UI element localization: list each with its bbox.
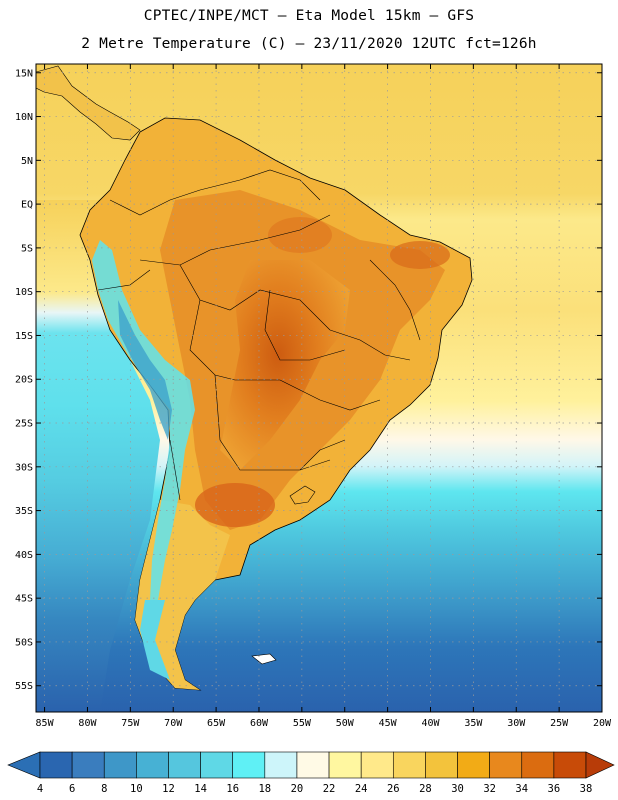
colorbar-swatch [168, 751, 201, 779]
lat-label: 35S [15, 506, 33, 517]
lat-label: 30S [15, 462, 33, 473]
falkland-islands [251, 653, 277, 665]
uruguay [289, 485, 316, 505]
latitude-axis: 15N 10N 5N EQ 5S 10S 15S 20S 25S 30S 35S 40S 45S 50S 5… [15, 68, 602, 692]
colorbar-label: 4 [37, 783, 43, 795]
colorbar-under-arrow [7, 751, 41, 779]
lat-label: 45S [15, 594, 33, 605]
hot-patagonia-north [195, 483, 275, 527]
lat-label: 10S [15, 287, 33, 298]
colorbar-swatch [521, 751, 555, 779]
colorbar-label: 38 [580, 783, 593, 795]
map-frame [35, 63, 603, 713]
colorbar-swatch [264, 751, 298, 779]
patagonia-andes-cold [140, 600, 170, 680]
colorbar-label: 12 [162, 783, 175, 795]
lon-label: 45W [379, 718, 398, 729]
colorbar-label: 30 [451, 783, 464, 795]
lon-label: 80W [78, 718, 97, 729]
hot-core [220, 260, 350, 470]
lon-label: 65W [207, 718, 226, 729]
colorbar-swatch [553, 751, 587, 779]
colorbar-label: 10 [130, 783, 143, 795]
colorbar-swatch [232, 751, 266, 779]
lat-label: 15S [15, 331, 33, 342]
lat-label: 10N [15, 112, 33, 123]
andes-cold-band [92, 240, 195, 600]
lon-label: 50W [336, 718, 355, 729]
lat-label: 5S [21, 243, 33, 254]
lat-label: 55S [15, 681, 33, 692]
lon-label: 70W [164, 718, 183, 729]
lon-label: 30W [507, 718, 526, 729]
colorbar-swatch [103, 751, 137, 779]
lon-label: 85W [36, 718, 55, 729]
colorbar-label: 24 [355, 783, 368, 795]
colorbar-label: 8 [101, 783, 107, 795]
lon-label: 40W [421, 718, 440, 729]
longitude-axis: 85W 80W 75W 70W 65W 60W 55W 50W 45W 40W 35W 30W 25W 2… [36, 64, 612, 729]
lon-label: 75W [121, 718, 140, 729]
colorbar-swatch [71, 751, 105, 779]
colorbar-swatch [457, 751, 490, 779]
colorbar-swatch [392, 751, 426, 779]
colorbar-label: 6 [69, 783, 75, 795]
andes-coldest [118, 300, 172, 440]
colorbar-label: 14 [194, 783, 207, 795]
colorbar-label: 26 [387, 783, 400, 795]
colorbar-label: 34 [515, 783, 528, 795]
colorbar-label: 32 [483, 783, 496, 795]
lat-label: EQ [21, 200, 33, 211]
lat-label: 20S [15, 375, 33, 386]
country-borders [97, 169, 421, 501]
colorbar-swatch [489, 751, 523, 779]
colorbar-over-arrow [585, 751, 615, 779]
lon-label: 60W [250, 718, 269, 729]
lon-label: 55W [293, 718, 312, 729]
colorbar-label: 36 [548, 783, 561, 795]
lon-label: 35W [464, 718, 483, 729]
lat-label: 15N [15, 68, 33, 79]
colorbar-swatch [296, 751, 330, 779]
colorbar-swatch [360, 751, 394, 779]
lat-label: 40S [15, 550, 33, 561]
central-america [36, 65, 141, 141]
colorbar: 4 6 8 10 12 14 16 18 20 22 24 26 28 30 32 34 36 38 [7, 751, 615, 795]
colorbar-label: 18 [258, 783, 271, 795]
title-line-1: CPTEC/INPE/MCT – Eta Model 15km – GFS [143, 8, 475, 24]
colorbar-swatch [425, 751, 458, 779]
lon-label: 25W [550, 718, 569, 729]
lon-label: 20W [593, 718, 612, 729]
pacific-ocean [36, 200, 160, 712]
colorbar-swatch [200, 751, 234, 779]
grid-lines [36, 64, 602, 712]
colorbar-swatch [136, 751, 169, 779]
lat-label: 50S [15, 637, 33, 648]
colorbar-label: 20 [291, 783, 304, 795]
lat-label: 25S [15, 419, 33, 430]
colorbar-swatch [39, 751, 73, 779]
title-line-2: 2 Metre Temperature (C) – 23/11/2020 12U… [81, 36, 537, 52]
colorbar-swatch [328, 751, 362, 779]
colorbar-label: 22 [323, 783, 336, 795]
colorbar-label: 16 [226, 783, 239, 795]
map-plot-area [36, 64, 602, 712]
hot-amazon [268, 217, 332, 253]
lat-label: 5N [21, 156, 33, 167]
hot-northeast [390, 241, 450, 269]
colorbar-label: 28 [419, 783, 432, 795]
